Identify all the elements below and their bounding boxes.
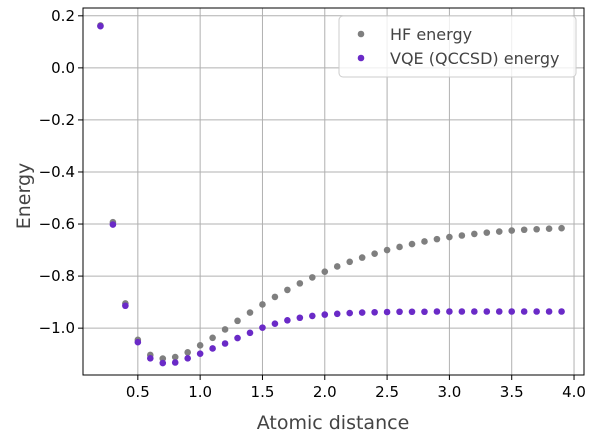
vqe-energy-point bbox=[334, 311, 341, 318]
legend: HF energy VQE (QCCSD) energy bbox=[339, 16, 576, 77]
vqe-energy-point bbox=[284, 317, 291, 324]
vqe-energy-point bbox=[184, 355, 191, 362]
vqe-energy-point bbox=[434, 308, 441, 315]
hf-energy-point bbox=[247, 309, 254, 316]
hf-energy-point bbox=[259, 301, 266, 308]
vqe-energy-point bbox=[409, 308, 416, 315]
vqe-energy-point bbox=[384, 309, 391, 316]
x-tick-label: 1.5 bbox=[251, 383, 275, 401]
x-tick-label: 2.0 bbox=[313, 383, 337, 401]
y-tick-label: 0.2 bbox=[51, 7, 75, 25]
vqe-energy-point bbox=[421, 308, 428, 315]
hf-energy-point bbox=[471, 231, 478, 238]
vqe-energy-point bbox=[483, 308, 490, 315]
vqe-energy-point bbox=[272, 320, 279, 327]
vqe-energy-point bbox=[147, 355, 154, 362]
vqe-energy-point bbox=[110, 221, 117, 228]
vqe-energy-point bbox=[508, 308, 515, 315]
x-axis-label: Atomic distance bbox=[257, 412, 410, 434]
x-tick-labels: 0.5 1.0 1.5 2.0 2.5 3.0 3.5 4.0 bbox=[126, 383, 586, 401]
legend-marker-vqe bbox=[358, 55, 365, 62]
vqe-energy-point bbox=[247, 330, 254, 337]
hf-energy-point bbox=[396, 244, 403, 251]
y-tick-labels: 0.2 0.0 −0.2 −0.4 −0.6 −0.8 −1.0 bbox=[39, 7, 75, 337]
vqe-energy-point bbox=[546, 308, 553, 315]
vqe-energy-point bbox=[222, 340, 229, 347]
vqe-energy-point bbox=[496, 308, 503, 315]
hf-energy-point bbox=[346, 258, 353, 265]
vqe-energy-point bbox=[97, 23, 104, 30]
hf-energy-point bbox=[234, 318, 241, 325]
hf-energy-point bbox=[446, 234, 453, 241]
hf-energy-point bbox=[384, 247, 391, 254]
hf-energy-point bbox=[184, 349, 191, 356]
vqe-energy-point bbox=[371, 309, 378, 316]
x-tick-label: 3.5 bbox=[500, 383, 524, 401]
hf-energy-point bbox=[222, 326, 229, 333]
hf-energy-point bbox=[508, 227, 515, 234]
vqe-energy-point bbox=[122, 302, 129, 309]
vqe-energy-point bbox=[396, 308, 403, 315]
vqe-energy-point bbox=[346, 310, 353, 317]
vqe-energy-point bbox=[558, 308, 565, 315]
hf-energy-point bbox=[284, 287, 291, 294]
hf-energy-point bbox=[197, 342, 204, 349]
hf-energy-point bbox=[209, 334, 216, 341]
hf-energy-point bbox=[309, 274, 316, 281]
vqe-energy-point bbox=[197, 350, 204, 357]
hf-energy-point bbox=[521, 226, 528, 233]
x-tick-label: 1.0 bbox=[188, 383, 212, 401]
hf-energy-point bbox=[334, 263, 341, 270]
vqe-energy-point bbox=[234, 335, 241, 342]
hf-energy-point bbox=[459, 232, 466, 239]
vqe-energy-point bbox=[471, 308, 478, 315]
y-tick-label: 0.0 bbox=[51, 59, 75, 77]
y-tick-label: −0.2 bbox=[39, 111, 75, 129]
vqe-energy-point bbox=[297, 314, 304, 321]
vqe-energy-point bbox=[359, 309, 366, 316]
vqe-energy-point bbox=[533, 308, 540, 315]
hf-energy-point bbox=[409, 241, 416, 248]
y-axis-label: Energy bbox=[13, 163, 35, 230]
y-tick-label: −1.0 bbox=[39, 319, 75, 337]
hf-energy-point bbox=[434, 236, 441, 243]
hf-energy-point bbox=[546, 225, 553, 232]
hf-energy-point bbox=[371, 250, 378, 257]
hf-energy-point bbox=[297, 280, 304, 287]
x-tick-label: 3.0 bbox=[437, 383, 461, 401]
vqe-energy-point bbox=[159, 360, 166, 367]
vqe-energy-point bbox=[259, 324, 266, 331]
vqe-energy-point bbox=[209, 345, 216, 352]
y-tick-label: −0.6 bbox=[39, 215, 75, 233]
hf-energy-point bbox=[496, 228, 503, 235]
legend-label-vqe: VQE (QCCSD) energy bbox=[390, 49, 559, 68]
x-tick-label: 0.5 bbox=[126, 383, 150, 401]
vqe-energy-point bbox=[459, 308, 466, 315]
vqe-energy-point bbox=[172, 359, 179, 366]
hf-energy-point bbox=[421, 238, 428, 245]
hf-energy-point bbox=[321, 268, 328, 275]
hf-energy-point bbox=[533, 226, 540, 233]
vqe-energy-point bbox=[135, 339, 142, 346]
y-tick-label: −0.8 bbox=[39, 267, 75, 285]
hf-energy-point bbox=[272, 294, 279, 301]
y-tick-label: −0.4 bbox=[39, 163, 75, 181]
vqe-energy-point bbox=[309, 313, 316, 320]
hf-energy-point bbox=[359, 254, 366, 261]
vqe-energy-point bbox=[446, 308, 453, 315]
vqe-energy-point bbox=[521, 308, 528, 315]
x-tick-label: 2.5 bbox=[375, 383, 399, 401]
vqe-energy-point bbox=[321, 311, 328, 318]
legend-marker-hf bbox=[358, 31, 365, 38]
hf-energy-point bbox=[483, 229, 490, 236]
x-tick-label: 4.0 bbox=[562, 383, 586, 401]
legend-label-hf: HF energy bbox=[390, 25, 472, 44]
hf-energy-point bbox=[558, 225, 565, 232]
